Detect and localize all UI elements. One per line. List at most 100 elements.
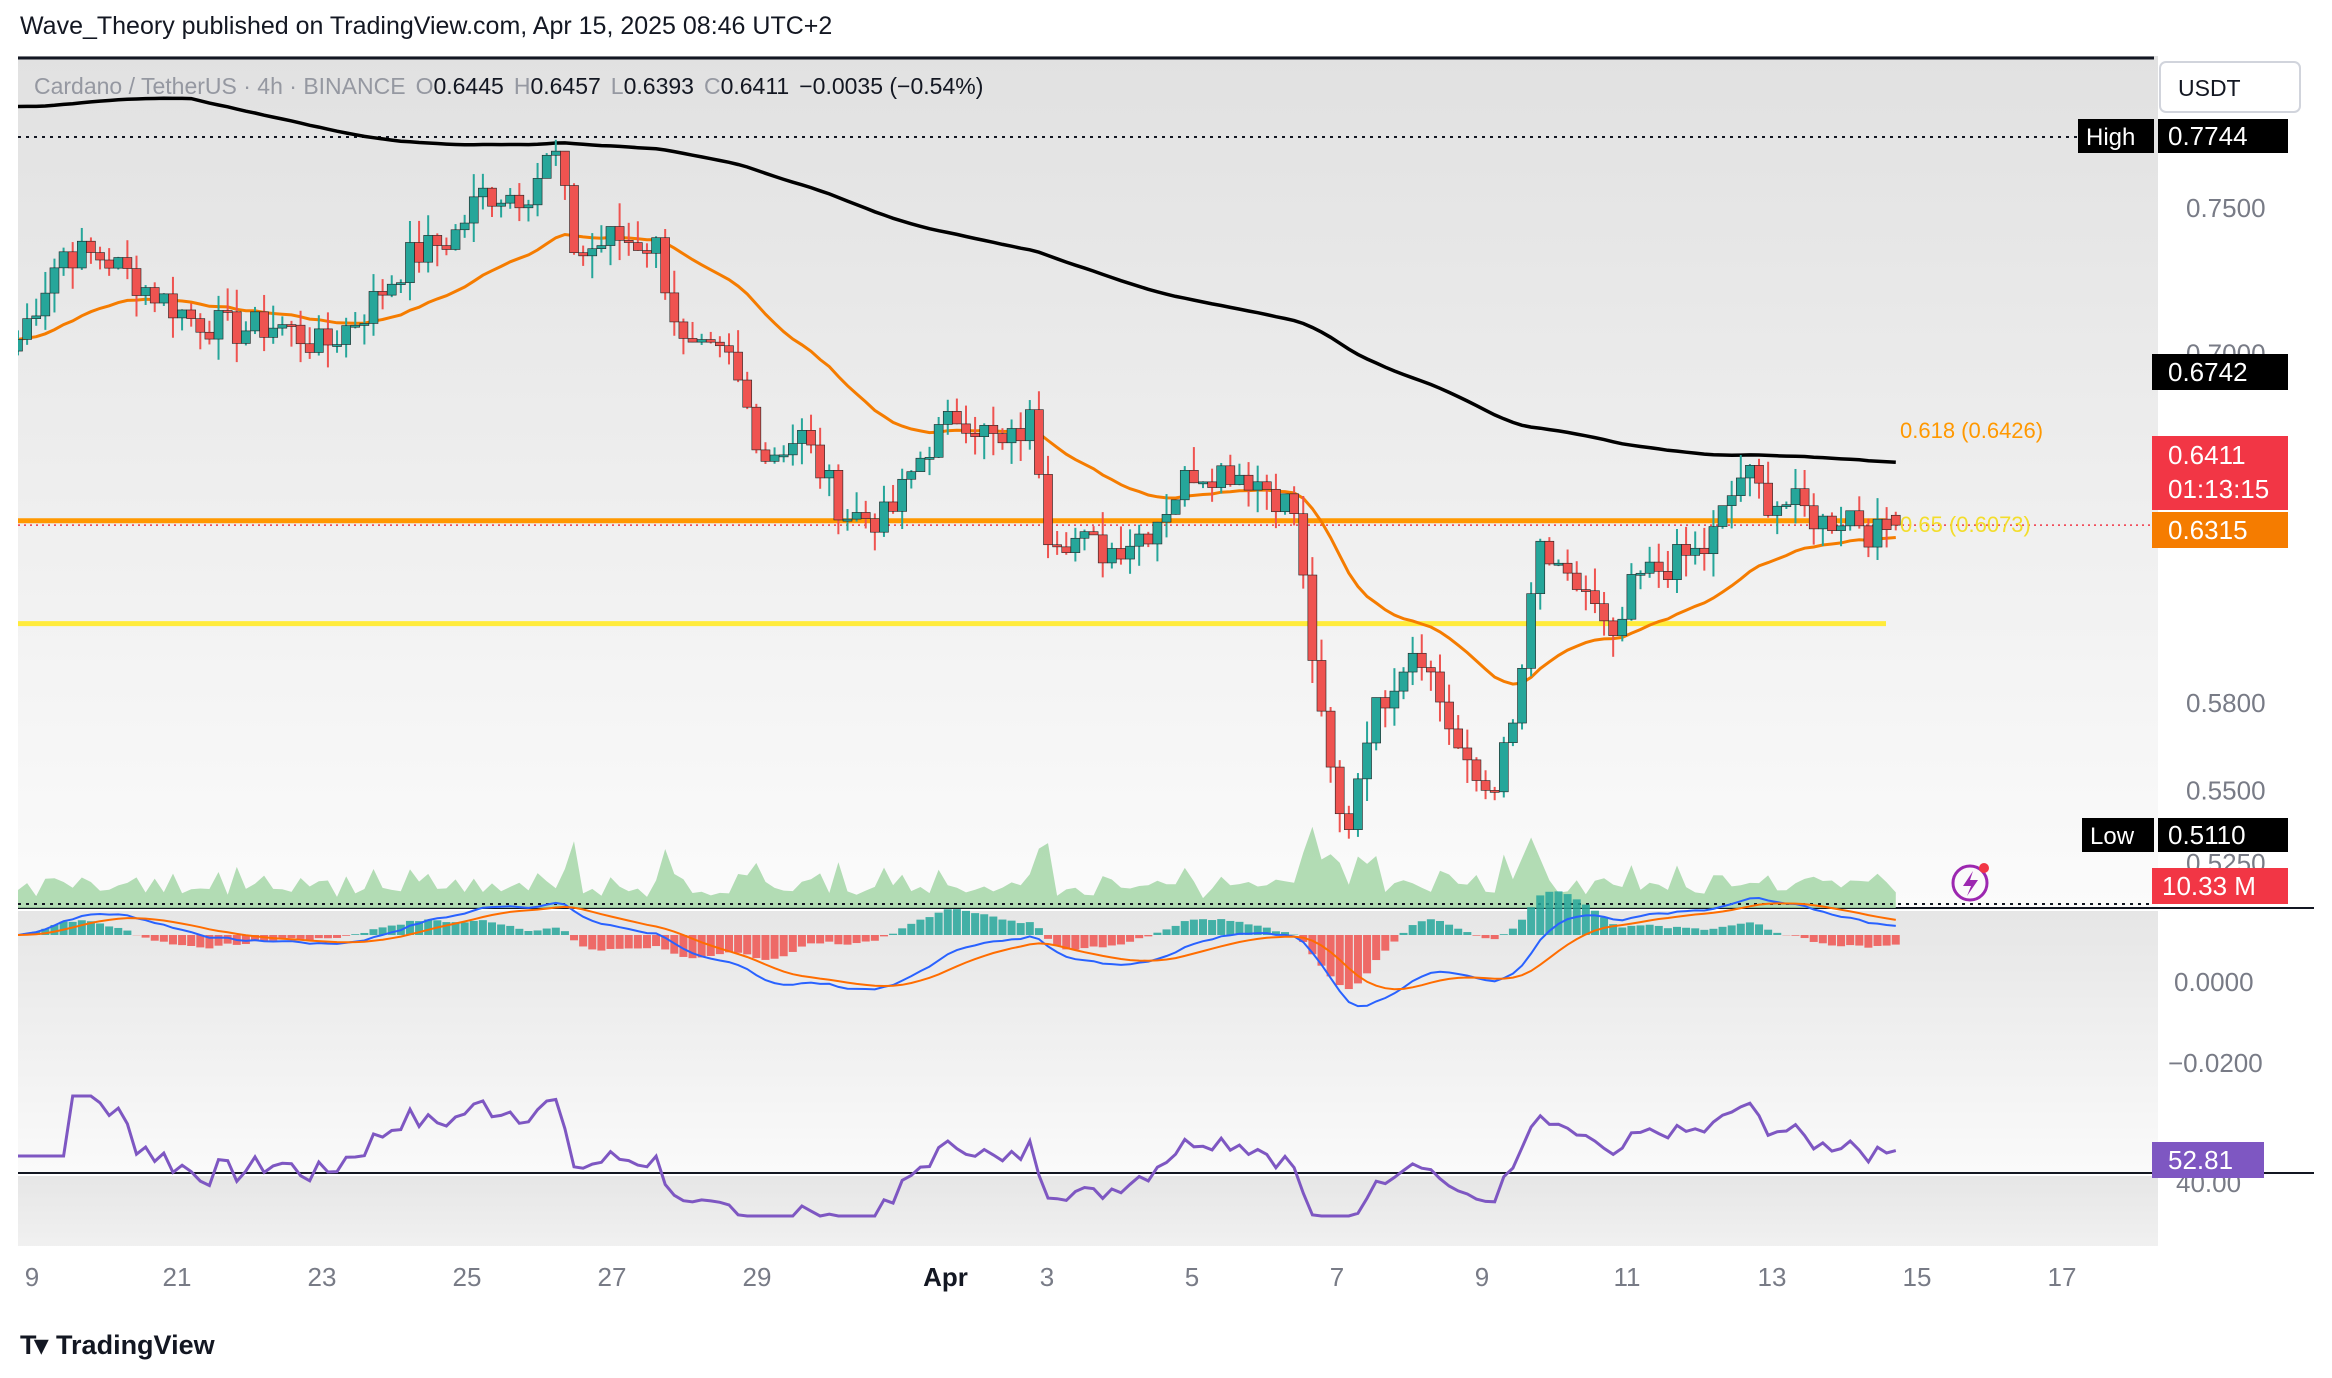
- macd-histogram-bar: [50, 924, 59, 935]
- candle-body: [213, 310, 224, 340]
- macd-pane-background: [18, 911, 2314, 1173]
- macd-histogram-bar: [889, 933, 898, 935]
- candle-body: [496, 202, 506, 207]
- macd-histogram-bar: [86, 921, 95, 935]
- candle-body: [186, 309, 196, 319]
- macd-histogram-bar: [1609, 924, 1618, 935]
- candle-body: [596, 245, 607, 249]
- candle-body: [751, 406, 762, 451]
- macd-histogram-bar: [807, 935, 816, 944]
- macd-histogram-bar: [907, 923, 916, 935]
- macd-histogram-bar: [1764, 929, 1773, 935]
- macd-histogram-bar: [123, 930, 132, 935]
- time-tick-label: 29: [743, 1262, 772, 1292]
- candle-body: [1380, 697, 1391, 709]
- low-marker-label: Low: [2090, 823, 2135, 850]
- candle-body: [1280, 493, 1290, 513]
- macd-histogram-bar: [934, 912, 943, 935]
- macd-histogram-bar: [834, 935, 843, 945]
- candle-body: [1799, 488, 1810, 507]
- macd-histogram-bar: [989, 916, 998, 935]
- candle-body: [1243, 474, 1254, 491]
- macd-histogram-bar: [861, 935, 870, 942]
- candle-body: [933, 424, 944, 458]
- macd-histogram-bar: [943, 909, 952, 935]
- candle-body: [1808, 505, 1819, 530]
- macd-indicator: [18, 891, 1900, 1008]
- candle-body: [651, 237, 661, 254]
- macd-histogram-bar: [1162, 929, 1171, 935]
- overlay-lines: [18, 96, 2154, 905]
- candle-body: [1581, 589, 1591, 592]
- macd-histogram-bar: [1353, 935, 1362, 984]
- candle-body: [715, 341, 725, 347]
- candle-body: [377, 291, 388, 296]
- macd-histogram-bar: [852, 935, 861, 944]
- candle-body: [277, 324, 288, 329]
- macd-histogram-bar: [241, 935, 250, 945]
- candle-body: [1216, 465, 1227, 488]
- candle-body: [1179, 470, 1190, 501]
- time-tick-label: 11: [1614, 1262, 1641, 1292]
- macd-histogram-bar: [1882, 935, 1891, 946]
- candle-body: [687, 338, 698, 343]
- candle-body: [1717, 505, 1728, 527]
- candle-body: [1189, 470, 1199, 484]
- candle-body: [1735, 477, 1746, 496]
- candle-body: [58, 251, 69, 269]
- macd-histogram-bar: [1645, 924, 1654, 935]
- candle-body: [1353, 778, 1363, 830]
- lightning-icon[interactable]: [1951, 863, 1989, 902]
- candle-body: [1052, 544, 1062, 548]
- currency-button[interactable]: USDT: [2159, 61, 2301, 113]
- candle-body: [1198, 481, 1208, 485]
- candle-body: [1653, 561, 1664, 572]
- macd-histogram-bar: [1080, 935, 1089, 949]
- macd-histogram-bar: [661, 935, 670, 950]
- candle-body: [1207, 481, 1217, 488]
- candle-body: [623, 240, 634, 243]
- candle-body: [787, 443, 798, 456]
- low-marker: Low 0.5110: [2082, 818, 2288, 852]
- macd-histogram-bar: [1755, 924, 1764, 935]
- macd-histogram-bar: [1044, 935, 1053, 939]
- macd-histogram-bar: [1226, 920, 1235, 935]
- candle-body: [1088, 531, 1099, 536]
- macd-histogram-bar: [305, 935, 314, 941]
- candle-body: [323, 328, 333, 346]
- macd-histogram-bar: [652, 935, 661, 947]
- candle-body: [1097, 534, 1108, 564]
- time-axis[interactable]: 9 21 23 25 27 29 Apr 3 5 7 9 11 13 15 17: [25, 1262, 2077, 1292]
- macd-histogram-bar: [843, 935, 852, 945]
- candle-body: [724, 345, 734, 353]
- candlestick-series[interactable]: [18, 139, 1901, 839]
- candle-body: [40, 292, 51, 317]
- candle-body: [1745, 465, 1755, 479]
- candle-body: [1116, 548, 1126, 560]
- macd-histogram-bar: [1581, 904, 1590, 935]
- macd-histogram-bar: [150, 935, 159, 941]
- macd-histogram-bar: [1381, 935, 1390, 951]
- fib-618-label: 0.618 (0.6426): [1900, 418, 2043, 443]
- macd-histogram-bar: [1308, 935, 1317, 955]
- candle-body: [86, 240, 96, 253]
- candle-body: [1772, 505, 1783, 516]
- candle-body: [587, 248, 598, 257]
- candle-body: [1553, 562, 1564, 566]
- candle-body: [842, 518, 853, 522]
- macd-histogram-bar: [816, 935, 825, 944]
- macd-histogram-bar: [1271, 931, 1280, 935]
- macd-histogram-bar: [1372, 935, 1381, 961]
- macd-signal-line: [18, 902, 1896, 991]
- candle-body: [104, 259, 114, 269]
- low-marker-value: 0.5110: [2168, 820, 2246, 850]
- macd-histogram-bar: [1554, 891, 1563, 935]
- candle-body: [95, 252, 105, 261]
- symbol-label: Cardano / TetherUS · 4h · BINANCE: [34, 73, 406, 99]
- candle-body: [760, 449, 771, 462]
- macd-histogram-bar: [1062, 935, 1071, 950]
- macd-histogram-bar: [168, 935, 177, 945]
- candle-body: [1644, 561, 1655, 574]
